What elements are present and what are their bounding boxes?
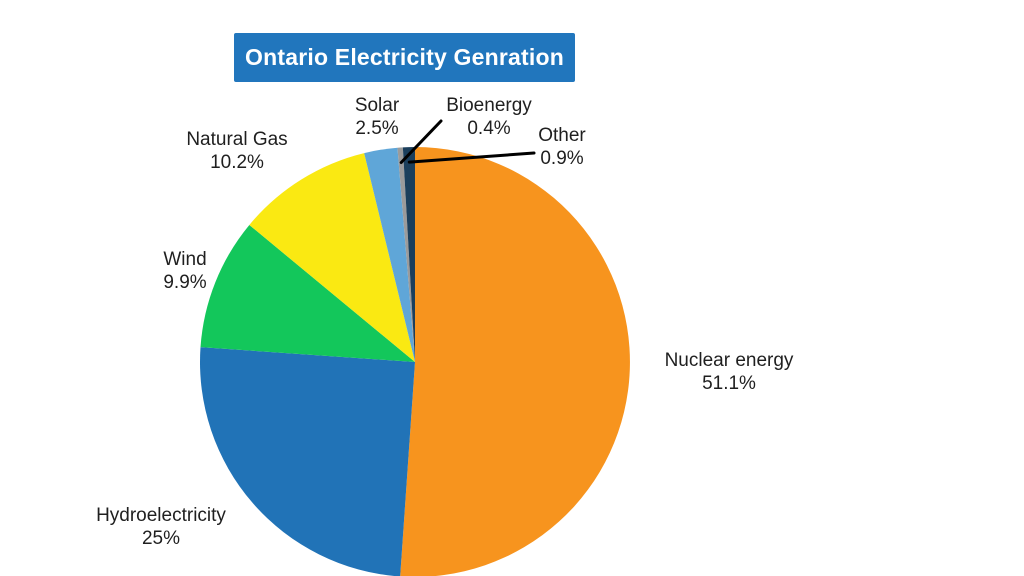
label-wind: Wind 9.9%	[135, 248, 235, 294]
label-other-pct: 0.9%	[540, 148, 584, 170]
pie-slice-other	[402, 146, 415, 362]
label-bioenergy: Bioenergy 0.4%	[429, 94, 549, 140]
label-bioenergy-name: Bioenergy	[446, 95, 532, 116]
label-hydroelectricity-name: Hydroelectricity	[96, 505, 226, 526]
leader-line-other	[407, 151, 536, 164]
label-natural-gas-pct: 10.2%	[210, 152, 264, 174]
label-natural-gas-name: Natural Gas	[186, 129, 288, 150]
label-other-name: Other	[538, 125, 586, 146]
label-nuclear-energy-pct: 51.1%	[702, 373, 756, 395]
label-bioenergy-pct: 0.4%	[467, 118, 511, 140]
label-hydroelectricity: Hydroelectricity 25%	[61, 504, 261, 550]
leader-line-bioenergy	[399, 119, 443, 164]
label-solar: Solar 2.5%	[337, 94, 417, 140]
pie-slice-solar	[364, 147, 415, 362]
label-other: Other 0.9%	[522, 124, 602, 170]
pie-slice-natural-gas	[249, 153, 415, 362]
label-wind-pct: 9.9%	[163, 272, 207, 294]
label-natural-gas: Natural Gas 10.2%	[167, 128, 307, 174]
label-nuclear-energy-name: Nuclear energy	[664, 350, 794, 371]
pie-slice-hydroelectricity	[200, 347, 415, 576]
label-solar-name: Solar	[354, 95, 400, 116]
pie-slice-nuclear-energy	[400, 147, 630, 576]
label-hydroelectricity-pct: 25%	[141, 528, 181, 550]
chart-title: Ontario Electricity Genration	[245, 44, 564, 70]
label-wind-name: Wind	[163, 249, 207, 270]
pie-slice-bioenergy	[397, 147, 415, 362]
chart-title-box: Ontario Electricity Genration	[234, 33, 575, 82]
label-nuclear-energy: Nuclear energy 51.1%	[649, 349, 809, 395]
label-solar-pct: 2.5%	[355, 118, 399, 140]
pie-slice-wind	[200, 224, 415, 362]
